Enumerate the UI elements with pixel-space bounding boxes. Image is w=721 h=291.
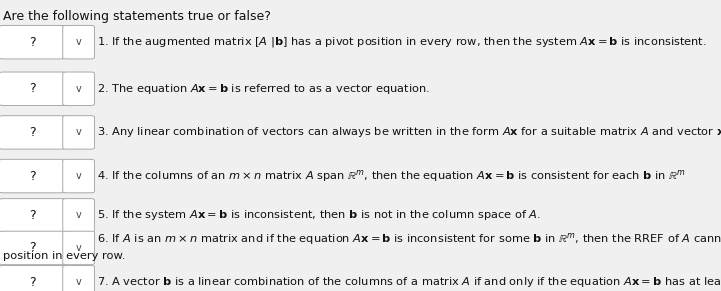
FancyBboxPatch shape [0, 198, 66, 232]
FancyBboxPatch shape [0, 26, 66, 59]
Text: ?: ? [29, 82, 36, 95]
Text: v: v [76, 171, 81, 181]
Text: ?: ? [29, 209, 36, 222]
FancyBboxPatch shape [63, 159, 94, 193]
Text: 7. A vector $\mathbf{b}$ is a linear combination of the columns of a matrix $A$ : 7. A vector $\mathbf{b}$ is a linear com… [97, 275, 721, 289]
Text: 2. The equation $A\mathbf{x} = \mathbf{b}$ is referred to as a vector equation.: 2. The equation $A\mathbf{x} = \mathbf{b… [97, 82, 430, 96]
Text: ?: ? [29, 276, 36, 289]
FancyBboxPatch shape [0, 116, 66, 149]
Text: v: v [76, 243, 81, 253]
Text: ?: ? [29, 170, 36, 182]
Text: ?: ? [29, 242, 36, 254]
Text: position in every row.: position in every row. [3, 251, 125, 262]
FancyBboxPatch shape [0, 265, 66, 291]
FancyBboxPatch shape [63, 231, 94, 265]
FancyBboxPatch shape [63, 72, 94, 106]
Text: v: v [76, 37, 81, 47]
FancyBboxPatch shape [0, 72, 66, 106]
Text: ?: ? [29, 36, 36, 49]
FancyBboxPatch shape [0, 231, 66, 265]
Text: 1. If the augmented matrix $[A\ |\mathbf{b}]$ has a pivot position in every row,: 1. If the augmented matrix $[A\ |\mathbf… [97, 35, 707, 49]
Text: v: v [76, 210, 81, 220]
FancyBboxPatch shape [63, 198, 94, 232]
Text: 6. If $A$ is an $m \times n$ matrix and if the equation $A\mathbf{x} = \mathbf{b: 6. If $A$ is an $m \times n$ matrix and … [97, 231, 721, 247]
Text: v: v [76, 277, 81, 287]
FancyBboxPatch shape [63, 26, 94, 59]
Text: 5. If the system $A\mathbf{x} = \mathbf{b}$ is inconsistent, then $\mathbf{b}$ i: 5. If the system $A\mathbf{x} = \mathbf{… [97, 208, 541, 222]
FancyBboxPatch shape [63, 116, 94, 149]
Text: v: v [76, 127, 81, 137]
Text: 3. Any linear combination of vectors can always be written in the form $A\mathbf: 3. Any linear combination of vectors can… [97, 125, 721, 139]
Text: v: v [76, 84, 81, 94]
Text: ?: ? [29, 126, 36, 139]
Text: Are the following statements true or false?: Are the following statements true or fal… [3, 10, 271, 23]
FancyBboxPatch shape [0, 159, 66, 193]
Text: 4. If the columns of an $m \times n$ matrix $A$ span $\mathbb{R}^m$, then the eq: 4. If the columns of an $m \times n$ mat… [97, 168, 686, 184]
FancyBboxPatch shape [63, 265, 94, 291]
